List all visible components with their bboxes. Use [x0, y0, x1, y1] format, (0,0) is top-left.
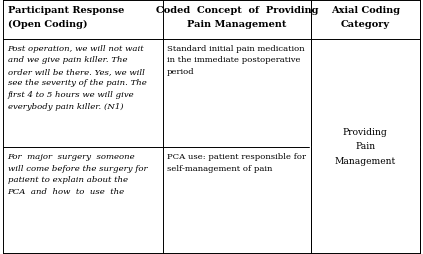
Text: Standard initial pain medication
in the immediate postoperative
period: Standard initial pain medication in the …	[167, 44, 305, 75]
Text: Providing
Pain
Management: Providing Pain Management	[335, 127, 396, 165]
Text: Axial Coding
Category: Axial Coding Category	[331, 6, 400, 28]
Text: Coded  Concept  of  Providing
Pain Management: Coded Concept of Providing Pain Manageme…	[156, 6, 318, 28]
Text: For  major  surgery  someone
will come before the surgery for
patient to explain: For major surgery someone will come befo…	[8, 152, 147, 195]
Text: Post operation, we will not wait
and we give pain killer. The
order will be ther: Post operation, we will not wait and we …	[8, 44, 146, 110]
Text: PCA use: patient responsible for
self-management of pain: PCA use: patient responsible for self-ma…	[167, 152, 306, 172]
Text: Participant Response
(Open Coding): Participant Response (Open Coding)	[8, 6, 124, 29]
